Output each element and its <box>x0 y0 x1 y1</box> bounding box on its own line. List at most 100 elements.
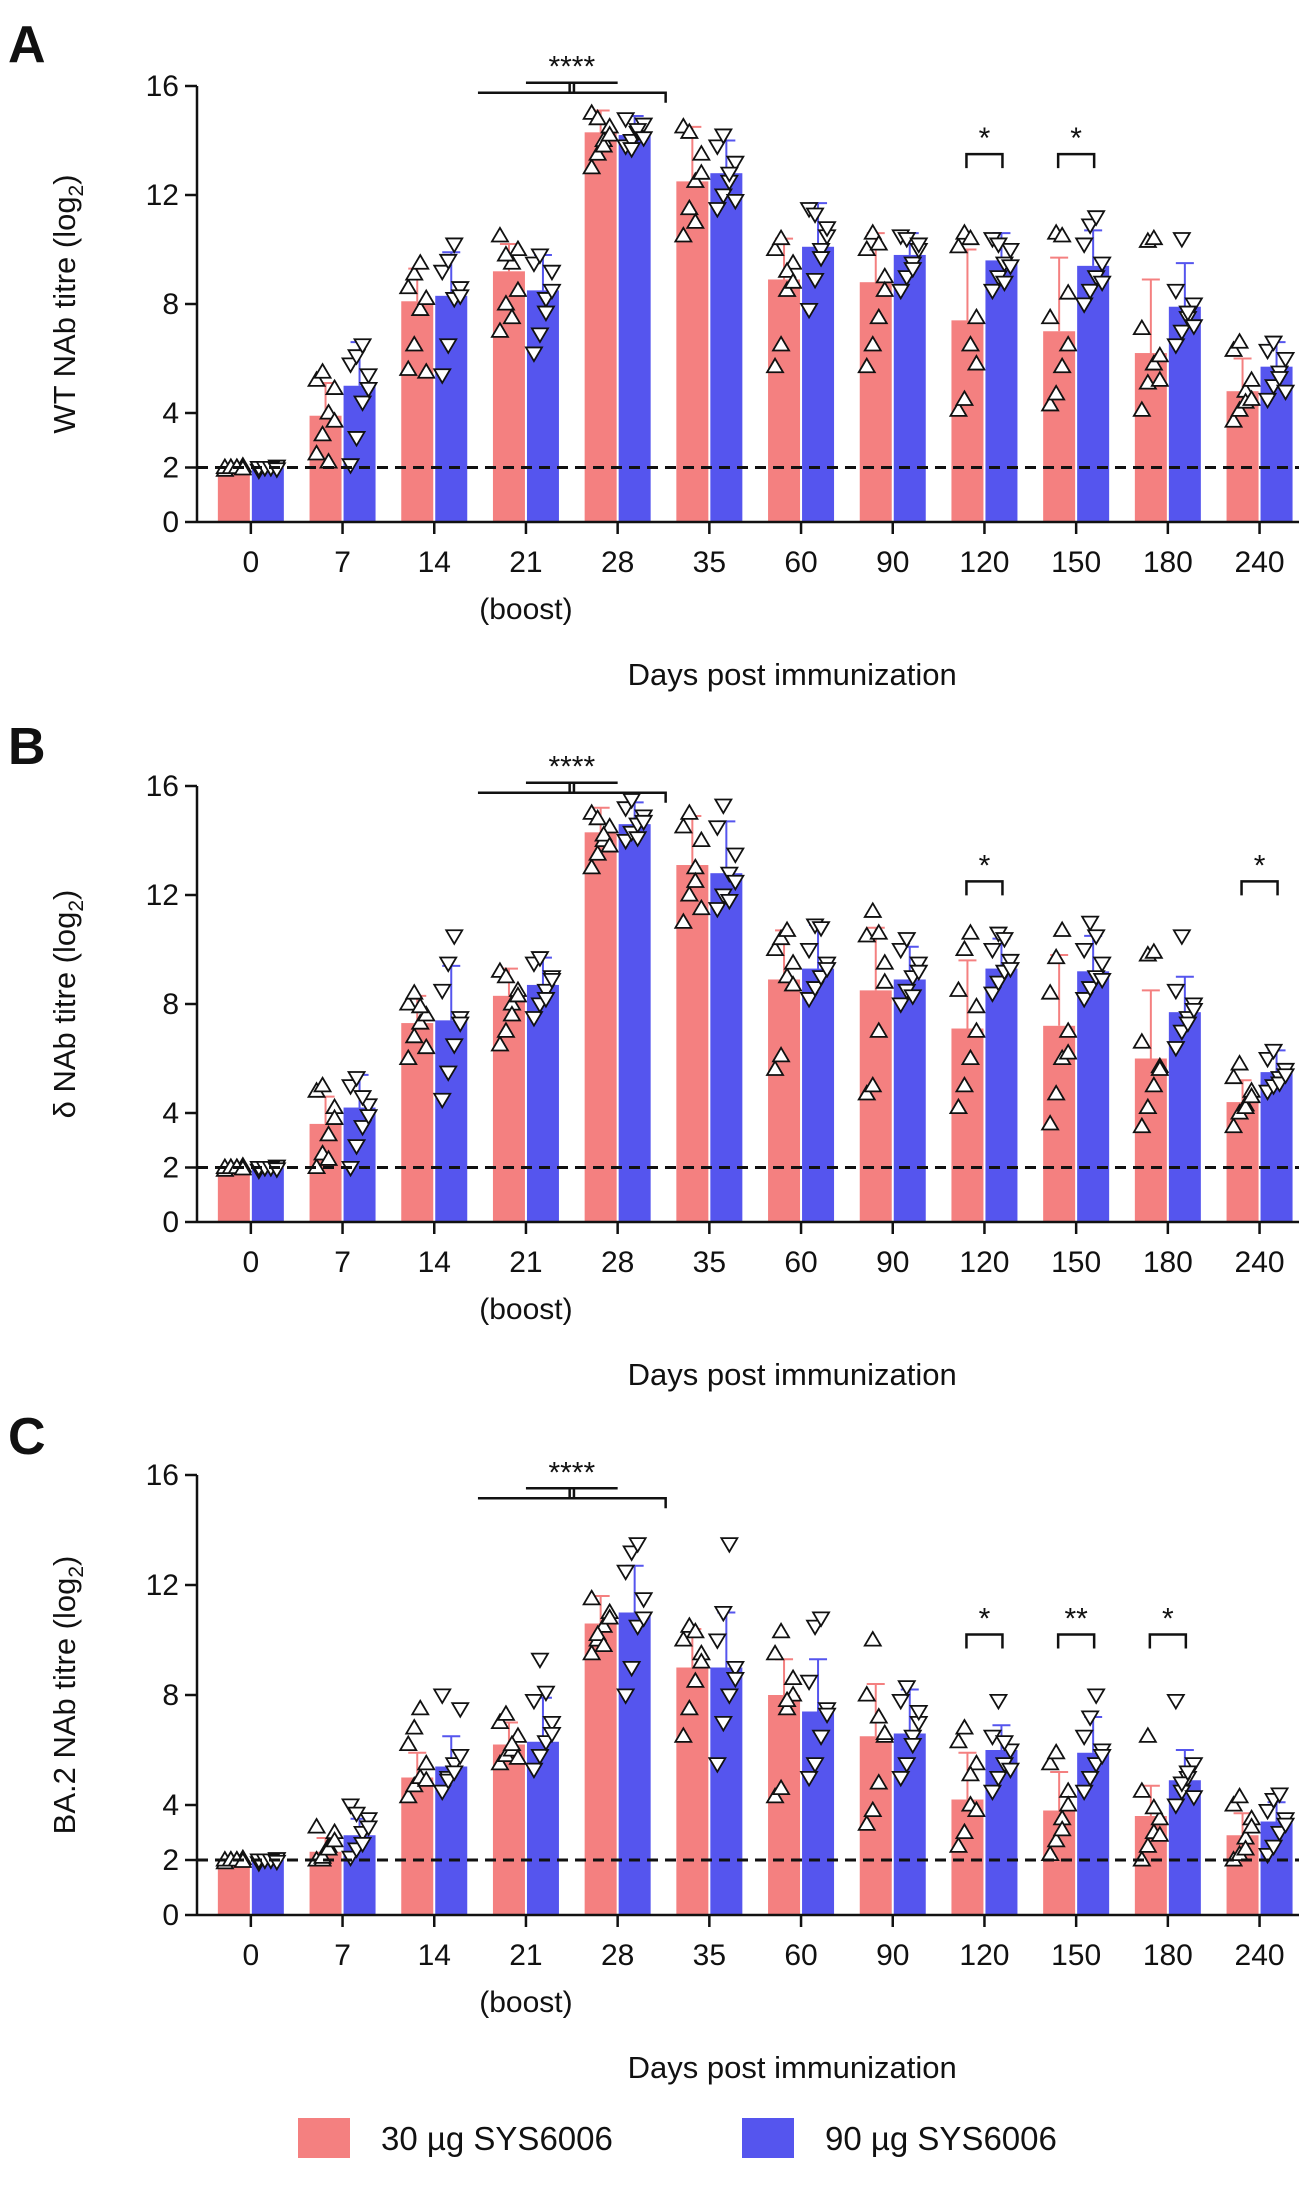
point-up-triangle <box>496 1021 516 1038</box>
point-down-triangle <box>817 221 837 238</box>
point-down-triangle <box>352 1120 373 1137</box>
point-down-triangle <box>450 289 470 306</box>
sig-bracket-left <box>477 82 576 94</box>
point-down-triangle <box>524 1694 544 1711</box>
point-down-triangle <box>713 128 733 145</box>
bar-90ug-day-120 <box>985 968 1018 1222</box>
sig-label: * <box>979 1603 991 1636</box>
bar-30ug-day-150 <box>1043 331 1076 522</box>
x-tick-label: 7 <box>334 1939 351 1972</box>
point-down-triangle <box>622 142 642 159</box>
point-down-triangle <box>982 1784 1003 1802</box>
point-up-triangle <box>582 1643 602 1661</box>
point-up-triangle <box>306 1817 327 1834</box>
point-up-triangle <box>1229 1054 1250 1071</box>
point-down-triangle <box>1080 283 1100 301</box>
point-up-triangle <box>863 223 883 240</box>
y-tick-label: 16 <box>146 1459 179 1492</box>
point-down-triangle <box>628 831 648 848</box>
point-down-triangle <box>1092 256 1112 273</box>
point-up-triangle <box>869 307 889 325</box>
point-down-triangle <box>616 1564 636 1582</box>
point-down-triangle <box>1080 1710 1100 1727</box>
point-up-triangle <box>691 1652 711 1669</box>
point-down-triangle <box>1263 1043 1284 1061</box>
x-tick-label: 150 <box>1051 546 1101 579</box>
point-down-triangle <box>988 237 1009 254</box>
sig-bracket <box>1240 880 1279 896</box>
point-up-triangle <box>691 898 711 916</box>
point-down-triangle <box>542 264 562 282</box>
point-down-triangle <box>358 381 379 399</box>
point-down-triangle <box>432 1784 452 1802</box>
point-down-triangle <box>1178 1765 1198 1782</box>
point-down-triangle <box>530 951 550 968</box>
point-down-triangle <box>634 814 654 832</box>
point-up-triangle <box>673 226 693 243</box>
point-up-triangle <box>1040 983 1060 1000</box>
x-tick-label: 21 <box>509 1939 542 1972</box>
point-down-triangle <box>432 1688 452 1705</box>
point-down-triangle <box>536 305 556 322</box>
point-up-triangle <box>875 280 895 297</box>
point-up-triangle <box>1046 947 1066 965</box>
point-down-triangle <box>1000 243 1021 260</box>
point-down-triangle <box>524 346 544 363</box>
point-up-triangle <box>875 972 895 989</box>
point-up-triangle <box>948 1097 969 1115</box>
point-down-triangle <box>1092 956 1112 973</box>
point-up-triangle <box>404 1026 424 1044</box>
point-up-triangle <box>1132 318 1152 336</box>
sig-label: ** <box>1064 1603 1088 1636</box>
y-tick-label: 16 <box>146 770 179 803</box>
point-up-triangle <box>1223 411 1244 428</box>
point-up-triangle <box>594 136 614 153</box>
bar-30ug-day-60 <box>768 979 801 1222</box>
legend-swatch-90ug <box>742 2118 794 2158</box>
y-axis-title-close: ) <box>47 1556 82 1566</box>
point-down-triangle <box>805 1757 825 1774</box>
point-up-triangle <box>869 1707 889 1724</box>
point-down-triangle <box>352 338 373 355</box>
point-up-triangle <box>777 280 797 297</box>
point-up-triangle <box>679 803 699 820</box>
point-down-triangle <box>1275 1068 1296 1085</box>
point-down-triangle <box>1184 1790 1204 1807</box>
point-down-triangle <box>725 1672 745 1689</box>
y-tick-label: 8 <box>162 988 179 1021</box>
point-down-triangle <box>891 1771 911 1788</box>
point-down-triangle <box>340 1798 361 1815</box>
point-up-triangle <box>496 245 516 262</box>
point-down-triangle <box>811 1729 831 1747</box>
point-up-triangle <box>1052 920 1072 937</box>
point-up-triangle <box>1235 1839 1256 1856</box>
point-down-triangle <box>725 193 745 211</box>
x-axis-title: Days post immunization <box>628 657 957 692</box>
x-tick-label: 120 <box>959 1939 1009 1972</box>
point-down-triangle <box>713 798 733 815</box>
point-up-triangle <box>966 354 987 371</box>
point-up-triangle <box>857 1084 877 1101</box>
point-up-triangle <box>771 1778 791 1795</box>
point-up-triangle <box>960 923 981 940</box>
point-up-triangle <box>594 825 614 842</box>
point-down-triangle <box>811 243 831 260</box>
x-tick-label: 14 <box>418 1939 451 1972</box>
point-up-triangle <box>966 307 987 325</box>
point-down-triangle <box>1269 371 1290 388</box>
point-up-triangle <box>404 1718 424 1735</box>
point-down-triangle <box>628 1537 648 1554</box>
point-up-triangle <box>1052 1819 1072 1837</box>
point-down-triangle <box>438 956 458 973</box>
point-up-triangle <box>777 1698 797 1716</box>
point-up-triangle <box>948 1731 969 1749</box>
point-up-triangle <box>410 253 430 270</box>
point-down-triangle <box>1074 297 1094 314</box>
point-down-triangle <box>897 1680 917 1697</box>
point-down-triangle <box>988 975 1009 992</box>
point-down-triangle <box>903 1729 923 1747</box>
point-up-triangle <box>765 1786 785 1804</box>
sig-label: * <box>1070 122 1082 155</box>
point-down-triangle <box>444 1765 464 1782</box>
x-tick-label: 240 <box>1235 1246 1285 1279</box>
